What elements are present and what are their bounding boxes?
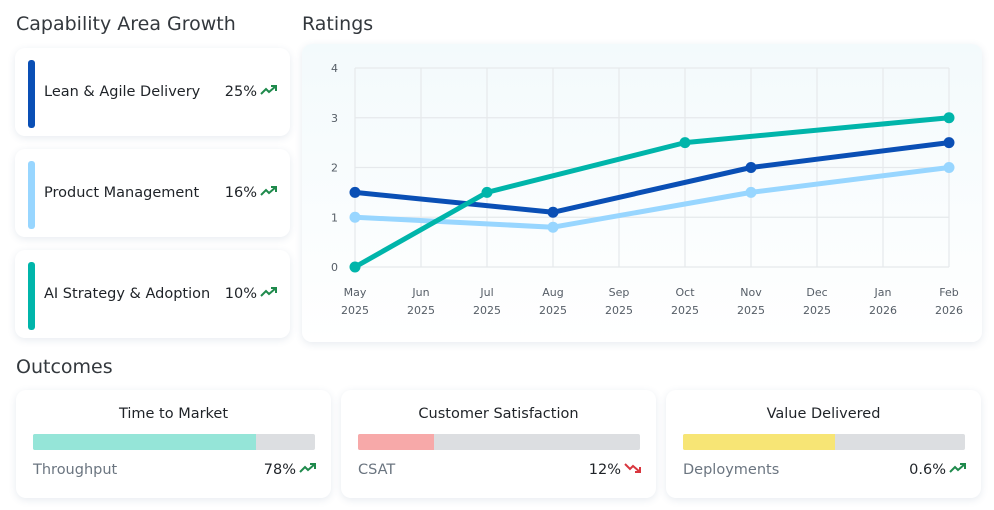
x-tick-year: 2025 [737,304,765,317]
outcome-title: Customer Satisfaction [418,406,579,422]
x-tick-month: Sep [609,286,630,299]
capability-label: AI Strategy & Adoption [44,286,211,302]
x-tick-month: Dec [806,286,827,299]
outcome-progress-fill [33,434,256,450]
x-tick-month: Jul [479,286,493,299]
series-line [354,165,950,230]
x-tick-month: Oct [675,286,695,299]
y-tick-label: 1 [331,211,338,224]
capability-value: 25% [224,84,257,100]
outcome-value: 0.6% [909,462,946,478]
capability-value: 10% [224,286,257,302]
data-point [349,211,361,223]
x-tick-month: Jan [874,286,892,299]
trend-down-icon [624,462,642,478]
outcomes-title: Outcomes [16,356,113,378]
data-point [547,221,559,233]
x-tick-year: 2026 [935,304,963,317]
data-point [745,186,757,198]
x-tick-month: Aug [542,286,563,299]
trend-up-icon [260,48,278,136]
x-tick-year: 2026 [869,304,897,317]
capability-label: Product Management [44,185,200,201]
trend-up-icon [949,462,967,478]
outcome-progress-bar [683,434,965,450]
ratings-card: 0 1 2 3 4 May 2025 Jun 2025 Jul 2025 Aug 2025 Sep 2025… [302,44,982,342]
outcome-title: Time to Market [118,406,229,422]
outcome-value: 12% [588,462,621,478]
data-point [943,162,955,173]
x-tick-month: May [344,286,367,299]
x-tick-month: Nov [740,286,762,299]
x-tick-year: 2025 [671,304,699,317]
ratings-title: Ratings [302,13,374,35]
y-tick-label: 0 [331,261,338,274]
x-tick-month: Jun [411,286,429,299]
x-tick-year: 2025 [605,304,633,317]
trend-up-icon [299,462,317,478]
outcome-metric: CSAT [358,462,396,478]
capability-card[interactable]: Lean & Agile Delivery 25% [15,48,290,136]
capability-card[interactable]: AI Strategy & Adoption 10% [15,250,290,338]
data-point [349,186,361,198]
capability-title: Capability Area Growth [16,13,236,35]
x-tick-year: 2025 [407,304,435,317]
trend-up-icon [260,149,278,237]
x-tick-year: 2025 [803,304,831,317]
data-point [481,186,493,198]
capability-color-bar [28,262,35,330]
data-point [349,261,361,273]
outcome-value: 78% [263,462,296,478]
capability-value: 16% [224,185,257,201]
outcome-progress-fill [358,434,435,450]
outcome-card[interactable]: Customer Satisfaction CSAT 12% [341,390,656,498]
outcome-title: Value Delivered [766,406,881,422]
outcome-card[interactable]: Time to Market Throughput 78% [16,390,331,498]
series-line [353,115,950,270]
x-tick-year: 2025 [341,304,369,317]
capability-card[interactable]: Product Management 16% [15,149,290,237]
series-line [354,140,950,215]
data-point [943,112,955,124]
y-tick-label: 2 [331,162,338,175]
data-point [943,137,955,149]
outcome-metric: Throughput [33,462,118,478]
trend-up-icon [260,250,278,338]
x-tick-year: 2025 [473,304,501,317]
x-tick-year: 2025 [539,304,567,317]
capability-color-bar [28,60,35,128]
data-point [679,137,691,149]
data-point [547,206,559,218]
outcome-metric: Deployments [683,462,780,478]
x-tick-month: Feb [939,286,958,299]
outcome-progress-bar [358,434,640,450]
y-tick-label: 4 [331,62,338,75]
ratings-chart: 0 1 2 3 4 May 2025 Jun 2025 Jul 2025 Aug 2025 Sep 2025… [331,62,963,317]
capability-label: Lean & Agile Delivery [44,84,201,100]
data-point [745,162,757,173]
outcome-progress-fill [683,434,836,450]
capability-color-bar [28,161,35,229]
y-tick-label: 3 [331,112,338,125]
outcome-card[interactable]: Value Delivered Deployments 0.6% [666,390,981,498]
outcome-progress-bar [33,434,315,450]
